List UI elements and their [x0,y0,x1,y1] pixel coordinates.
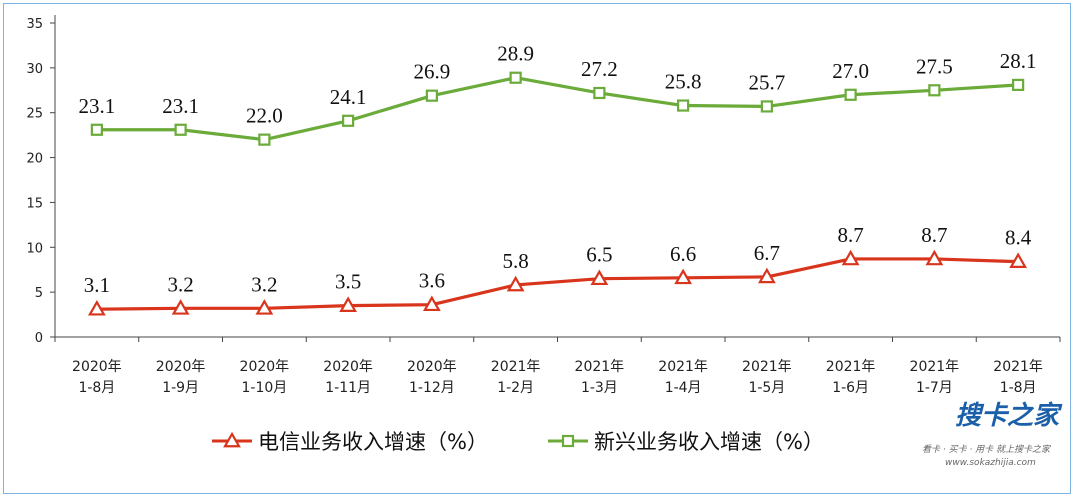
data-label: 6.6 [670,242,696,266]
data-label: 8.4 [1005,226,1032,250]
series-2: 23.1 23.1 22.0 24.1 26.9 28.9 27.2 25.8 25.7 27.0… [79,42,1037,146]
legend: 电信业务收入增速（%） 新兴业务收入增速（%） [212,430,824,454]
y-tick-label: 35 [26,17,43,32]
data-point [841,249,860,266]
x-tick-label: 2021年 1-2月 [491,359,541,396]
y-tick-label: 25 [26,107,43,122]
data-label: 5.8 [503,249,529,273]
data-label: 8.7 [921,223,947,247]
x-tick-label: 2021年 1-3月 [575,359,625,396]
data-label: 3.5 [335,270,361,294]
series-line [96,76,1019,142]
watermark-slogan: 看卡 · 买卡 · 用卡 就上搜卡之家 [922,444,1051,455]
watermark: 搜卡之家 看卡 · 买卡 · 用卡 就上搜卡之家 www.sokazhijia.… [922,401,1063,468]
y-tick-label: 20 [26,152,43,167]
data-point [258,133,271,146]
x-tick-label: 2021年 1-7月 [910,359,960,396]
data-label: 23.1 [79,94,116,118]
data-label: 3.2 [168,272,194,296]
data-point [677,99,690,112]
data-point [593,86,606,100]
legend-item-1: 电信业务收入增速（%） [212,430,488,454]
data-point [1012,78,1025,92]
data-label: 3.1 [84,273,110,297]
data-label: 25.7 [749,70,786,94]
data-label: 3.2 [251,272,277,296]
triangle-marker-icon [223,431,241,448]
data-label: 26.9 [414,60,451,84]
data-label: 27.5 [916,54,953,78]
data-label: 27.0 [832,59,869,83]
data-label: 28.9 [497,42,534,66]
x-tick-label: 2020年 1-8月 [72,359,122,396]
data-point [422,295,441,312]
data-label: 23.1 [162,94,199,118]
data-point [174,123,187,136]
series-1: 3.1 3.2 3.2 3.5 3.6 5.8 6.5 6.6 6.7 8.7 8.7 8.4 [84,223,1032,316]
data-label: 24.1 [330,85,367,109]
data-label: 27.2 [581,57,618,81]
x-tick-label: 2020年 1-12月 [407,359,457,396]
x-tick-label: 2020年 1-11月 [323,359,373,396]
x-tick-label: 2021年 1-4月 [658,359,708,396]
data-point [757,267,776,284]
data-point [342,114,355,127]
data-point [425,89,438,102]
data-point [844,88,857,101]
y-tick-label: 5 [35,286,43,301]
data-point [339,296,358,312]
data-point [760,100,773,113]
x-tick-label: 2020年 1-10月 [240,359,290,396]
legend-label: 新兴业务收入增速（%） [594,430,824,454]
data-point [590,269,609,286]
data-point [506,275,525,292]
data-label: 6.5 [586,243,612,267]
y-tick-label: 10 [26,241,43,256]
x-tick-label: 2020年 1-9月 [156,359,206,396]
data-label: 22.0 [246,104,283,128]
y-tick-label: 15 [26,196,43,211]
data-label: 6.7 [754,241,780,265]
x-tick-label: 2021年 1-5月 [742,359,792,396]
watermark-url: www.sokazhijia.com [945,458,1036,468]
series-line [96,257,1019,311]
data-point [255,299,274,315]
series-layer: 3.1 3.2 3.2 3.5 3.6 5.8 6.5 6.6 6.7 8.7 8.7 8.4 23.1… [79,42,1037,316]
data-point [674,268,693,285]
data-point [928,84,941,97]
legend-label: 电信业务收入增速（%） [258,430,488,454]
square-marker-icon [561,434,575,448]
data-label: 28.1 [1000,49,1037,73]
chart-frame [3,3,1071,494]
x-tick-label: 2021年 1-6月 [826,359,876,396]
data-label: 8.7 [838,223,864,247]
data-point [87,299,106,316]
data-label: 3.6 [419,269,445,293]
data-point [509,71,522,84]
data-label: 25.8 [665,70,702,94]
legend-item-2: 新兴业务收入增速（%） [548,430,824,454]
data-point [90,123,103,136]
y-tick-label: 0 [35,331,43,346]
data-point [171,299,190,315]
x-tick-label: 2021年 1-8月 [993,359,1043,396]
chart-axes: 0 5 10 15 20 25 30 35 2020年 1-8月 2020年 1-9月 2020年 1-1… [26,15,1061,396]
data-point [925,249,944,266]
watermark-logo-text: 搜卡之家 [955,401,1063,431]
y-tick-label: 30 [26,62,43,77]
data-point [1009,252,1028,268]
